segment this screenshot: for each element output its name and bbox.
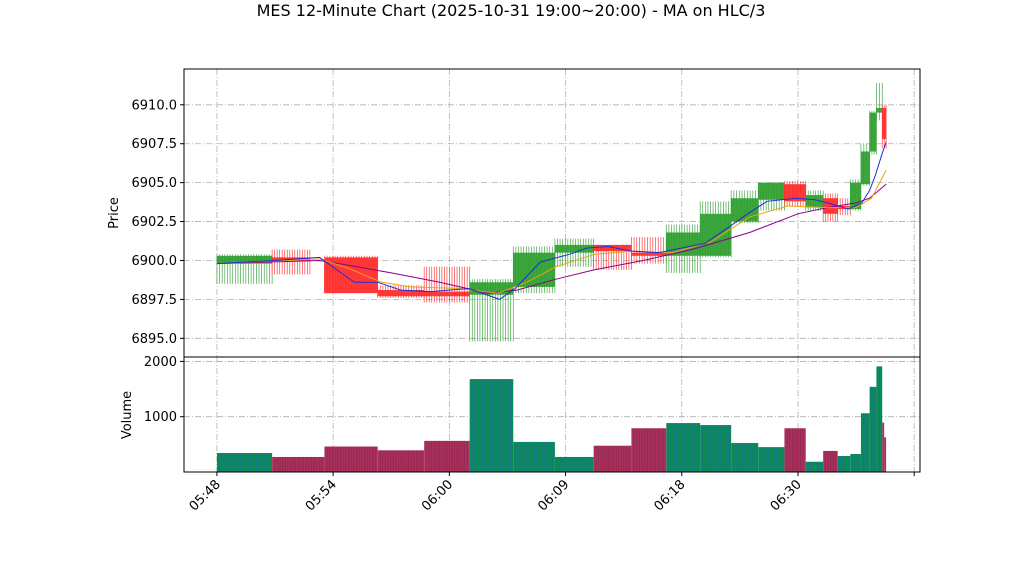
bullish-candle xyxy=(869,111,877,155)
volume-bar-fill xyxy=(882,422,885,472)
candle-body xyxy=(876,107,883,113)
candle-body xyxy=(869,112,877,152)
volume-bar xyxy=(882,422,885,472)
bullish-candle xyxy=(860,143,870,186)
volume-bar xyxy=(377,450,425,472)
volume-y-axis: 1000 2000 xyxy=(144,355,184,425)
price-y-axis: 6895.0 6897.5 6900.0 6902.5 6905.0 6907.5 6910… xyxy=(132,98,184,347)
volume-bar xyxy=(554,456,594,472)
volume-panel-frame xyxy=(183,356,921,473)
volume-bar xyxy=(631,428,667,472)
volume-bar-fill xyxy=(631,428,667,472)
volume-bars xyxy=(216,366,887,472)
volume-bar xyxy=(593,445,632,472)
volume-bar-fill xyxy=(869,386,877,472)
candle-body xyxy=(424,291,470,297)
volume-bar xyxy=(758,447,785,472)
bullish-candle xyxy=(699,201,732,258)
bullish-candle xyxy=(512,246,556,294)
ma-mid-line xyxy=(216,169,887,294)
price-y-tick-label: 6902.5 xyxy=(132,215,178,230)
candle-body xyxy=(631,252,667,256)
price-y-tick-label: 6897.5 xyxy=(132,293,178,308)
candle-body xyxy=(784,184,806,202)
volume-bar xyxy=(869,386,877,472)
candle-body xyxy=(513,252,555,287)
chart-title: MES 12-Minute Chart (2025-10-31 19:00~20… xyxy=(257,1,766,20)
ma-fast-line xyxy=(216,142,887,300)
candle-body xyxy=(882,107,887,140)
volume-bar-fill xyxy=(884,437,887,472)
candle-body xyxy=(377,290,425,297)
volume-panel: 1000 2000 Volume xyxy=(120,355,921,473)
volume-bar xyxy=(700,425,732,472)
volume-y-tick-label: 1000 xyxy=(144,410,177,425)
volume-bar xyxy=(216,452,273,472)
volume-bar xyxy=(272,456,325,472)
candle-body xyxy=(700,213,732,256)
volume-y-axis-label: Volume xyxy=(120,391,135,439)
candle-body xyxy=(216,255,273,264)
volume-bar xyxy=(884,437,887,472)
candle-body xyxy=(805,195,824,208)
bearish-candle xyxy=(784,181,807,206)
price-moving-averages xyxy=(216,142,887,300)
price-y-tick-label: 6900.0 xyxy=(132,254,178,269)
candle-body xyxy=(850,182,861,210)
volume-bar-fill xyxy=(593,445,632,472)
price-y-tick-label: 6895.0 xyxy=(132,332,178,347)
volume-bar-fill xyxy=(805,461,824,472)
volume-bar-fill xyxy=(469,379,514,472)
volume-bar xyxy=(805,461,824,472)
candle-body xyxy=(758,182,785,200)
price-y-tick-label: 6905.0 xyxy=(132,176,178,191)
volume-bar xyxy=(424,440,470,472)
volume-bar-fill xyxy=(837,456,851,472)
volume-bar-fill xyxy=(554,456,594,472)
candle-body xyxy=(593,244,632,252)
price-y-tick-label: 6910.0 xyxy=(132,98,178,113)
bearish-candle xyxy=(324,255,379,294)
candle-body xyxy=(823,198,838,214)
volume-bar xyxy=(731,443,759,472)
price-y-axis-label: Price xyxy=(107,197,122,229)
volume-bar-fill xyxy=(216,452,273,472)
volume-bar xyxy=(876,366,883,472)
volume-bar xyxy=(860,413,870,472)
volume-bar xyxy=(469,379,514,472)
volume-bar xyxy=(666,423,701,472)
bearish-candle xyxy=(881,104,887,149)
volume-bar xyxy=(837,456,851,472)
bullish-candle xyxy=(554,238,594,267)
volume-bar xyxy=(324,446,378,472)
volume-y-tick-label: 2000 xyxy=(144,355,177,370)
candle-body xyxy=(731,198,759,222)
price-y-tick-label: 6907.5 xyxy=(132,137,178,152)
bullish-candle xyxy=(216,254,273,284)
volume-bar xyxy=(513,441,555,472)
volume-grid xyxy=(184,357,920,472)
volume-bar-fill xyxy=(860,413,870,472)
volume-bar xyxy=(823,450,838,472)
volume-bar-fill xyxy=(666,423,701,472)
volume-bar xyxy=(784,428,806,472)
candle-body xyxy=(860,151,870,185)
candle-body xyxy=(554,244,594,253)
volume-bar xyxy=(850,454,861,472)
